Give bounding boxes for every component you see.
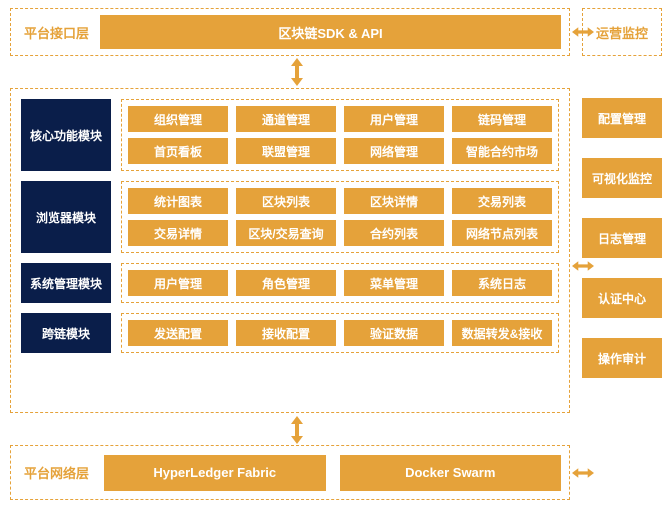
module-section-label: 浏览器模块 [21, 181, 111, 253]
network-layer: 平台网络层 HyperLedger Fabric Docker Swarm [10, 445, 570, 500]
module-section-body: 组织管理通道管理用户管理链码管理首页看板联盟管理网络管理智能合约市场 [121, 99, 559, 171]
module-item: 用户管理 [128, 270, 228, 296]
network-item: HyperLedger Fabric [104, 455, 326, 491]
module-item: 区块详情 [344, 188, 444, 214]
module-item: 验证数据 [344, 320, 444, 346]
module-section-body: 用户管理角色管理菜单管理系统日志 [121, 263, 559, 303]
module-section: 跨链模块发送配置接收配置验证数据数据转发&接收 [21, 313, 559, 353]
module-section-body: 统计图表区块列表区块详情交易列表交易详情区块/交易查询合约列表网络节点列表 [121, 181, 559, 253]
module-section: 浏览器模块统计图表区块列表区块详情交易列表交易详情区块/交易查询合约列表网络节点… [21, 181, 559, 253]
module-section: 核心功能模块组织管理通道管理用户管理链码管理首页看板联盟管理网络管理智能合约市场 [21, 99, 559, 171]
module-item: 智能合约市场 [452, 138, 552, 164]
module-item: 菜单管理 [344, 270, 444, 296]
arrow-bottom-right [572, 463, 594, 483]
ops-item: 认证中心 [582, 278, 662, 318]
network-item: Docker Swarm [340, 455, 562, 491]
module-item: 网络节点列表 [452, 220, 552, 246]
ops-item: 日志管理 [582, 218, 662, 258]
module-section-label: 系统管理模块 [21, 263, 111, 303]
module-item: 通道管理 [236, 106, 336, 132]
module-item: 数据转发&接收 [452, 320, 552, 346]
module-item: 首页看板 [128, 138, 228, 164]
item-row: 首页看板联盟管理网络管理智能合约市场 [128, 138, 552, 164]
module-item: 网络管理 [344, 138, 444, 164]
item-row: 用户管理角色管理菜单管理系统日志 [128, 270, 552, 296]
module-item: 区块列表 [236, 188, 336, 214]
ops-item: 操作审计 [582, 338, 662, 378]
ops-item: 配置管理 [582, 98, 662, 138]
module-item: 用户管理 [344, 106, 444, 132]
module-item: 链码管理 [452, 106, 552, 132]
module-section-label: 跨链模块 [21, 313, 111, 353]
ops-item: 可视化监控 [582, 158, 662, 198]
module-item: 联盟管理 [236, 138, 336, 164]
module-item: 组织管理 [128, 106, 228, 132]
module-section-body: 发送配置接收配置验证数据数据转发&接收 [121, 313, 559, 353]
arrow-middle-bottom [287, 416, 307, 444]
arrow-middle-right [572, 256, 594, 276]
module-item: 交易列表 [452, 188, 552, 214]
arrow-top-middle [287, 58, 307, 86]
item-row: 组织管理通道管理用户管理链码管理 [128, 106, 552, 132]
interface-layer: 平台接口层 区块链SDK & API [10, 8, 570, 56]
module-item: 角色管理 [236, 270, 336, 296]
ops-monitor-title: 运营监控 [582, 8, 662, 56]
ops-monitor-column: 运营监控 配置管理可视化监控日志管理认证中心操作审计 [582, 8, 662, 498]
module-item: 接收配置 [236, 320, 336, 346]
arrow-top-right [572, 22, 594, 42]
interface-layer-title: 平台接口层 [19, 23, 94, 42]
item-row: 发送配置接收配置验证数据数据转发&接收 [128, 320, 552, 346]
module-item: 交易详情 [128, 220, 228, 246]
item-row: 交易详情区块/交易查询合约列表网络节点列表 [128, 220, 552, 246]
item-row: 统计图表区块列表区块详情交易列表 [128, 188, 552, 214]
module-item: 区块/交易查询 [236, 220, 336, 246]
module-layer: 核心功能模块组织管理通道管理用户管理链码管理首页看板联盟管理网络管理智能合约市场… [10, 88, 570, 413]
module-section-label: 核心功能模块 [21, 99, 111, 171]
module-item: 发送配置 [128, 320, 228, 346]
sdk-api-bar: 区块链SDK & API [100, 15, 561, 49]
network-layer-title: 平台网络层 [19, 463, 94, 482]
module-item: 系统日志 [452, 270, 552, 296]
module-item: 统计图表 [128, 188, 228, 214]
module-section: 系统管理模块用户管理角色管理菜单管理系统日志 [21, 263, 559, 303]
module-item: 合约列表 [344, 220, 444, 246]
